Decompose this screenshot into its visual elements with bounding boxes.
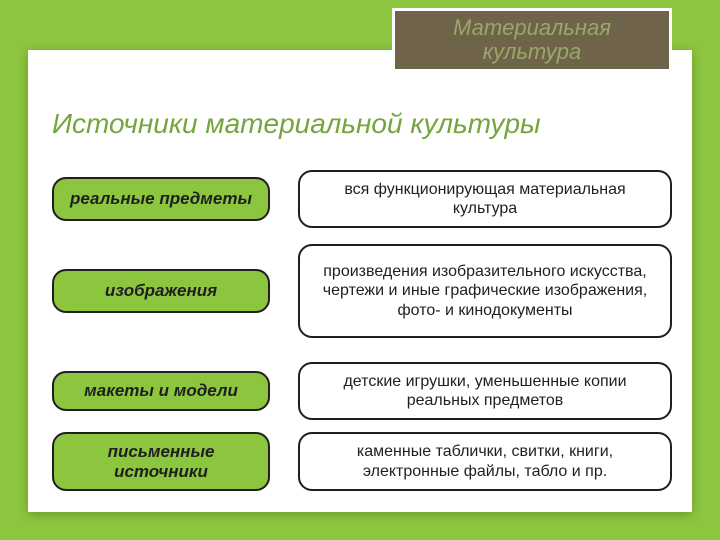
description-box: вся функционирующая материальная культур… bbox=[298, 170, 672, 228]
description-text: произведения изобразительного искусства,… bbox=[314, 262, 656, 320]
source-row: реальные предметы вся функционирующая ма… bbox=[52, 170, 672, 228]
category-label: письменные источники bbox=[64, 442, 258, 481]
description-text: вся функционирующая материальная культур… bbox=[314, 180, 656, 218]
header-tab: Материальная культура bbox=[392, 8, 672, 72]
category-label: макеты и модели bbox=[84, 381, 238, 401]
category-box: макеты и модели bbox=[52, 371, 270, 411]
category-box: реальные предметы bbox=[52, 177, 270, 221]
description-box: детские игрушки, уменьшенные копии реаль… bbox=[298, 362, 672, 420]
slide-title: Источники материальной культуры bbox=[52, 108, 541, 140]
category-label: реальные предметы bbox=[70, 189, 252, 209]
description-box: каменные таблички, свитки, книги, электр… bbox=[298, 432, 672, 490]
category-box: письменные источники bbox=[52, 432, 270, 491]
source-row: изображения произведения изобразительног… bbox=[52, 244, 672, 338]
description-box: произведения изобразительного искусства,… bbox=[298, 244, 672, 338]
category-box: изображения bbox=[52, 269, 270, 313]
description-text: детские игрушки, уменьшенные копии реаль… bbox=[314, 372, 656, 410]
category-label: изображения bbox=[105, 281, 217, 301]
header-tab-text: Материальная культура bbox=[405, 16, 659, 64]
source-row: письменные источники каменные таблички, … bbox=[52, 432, 672, 491]
source-row: макеты и модели детские игрушки, уменьше… bbox=[52, 362, 672, 420]
description-text: каменные таблички, свитки, книги, электр… bbox=[314, 442, 656, 480]
